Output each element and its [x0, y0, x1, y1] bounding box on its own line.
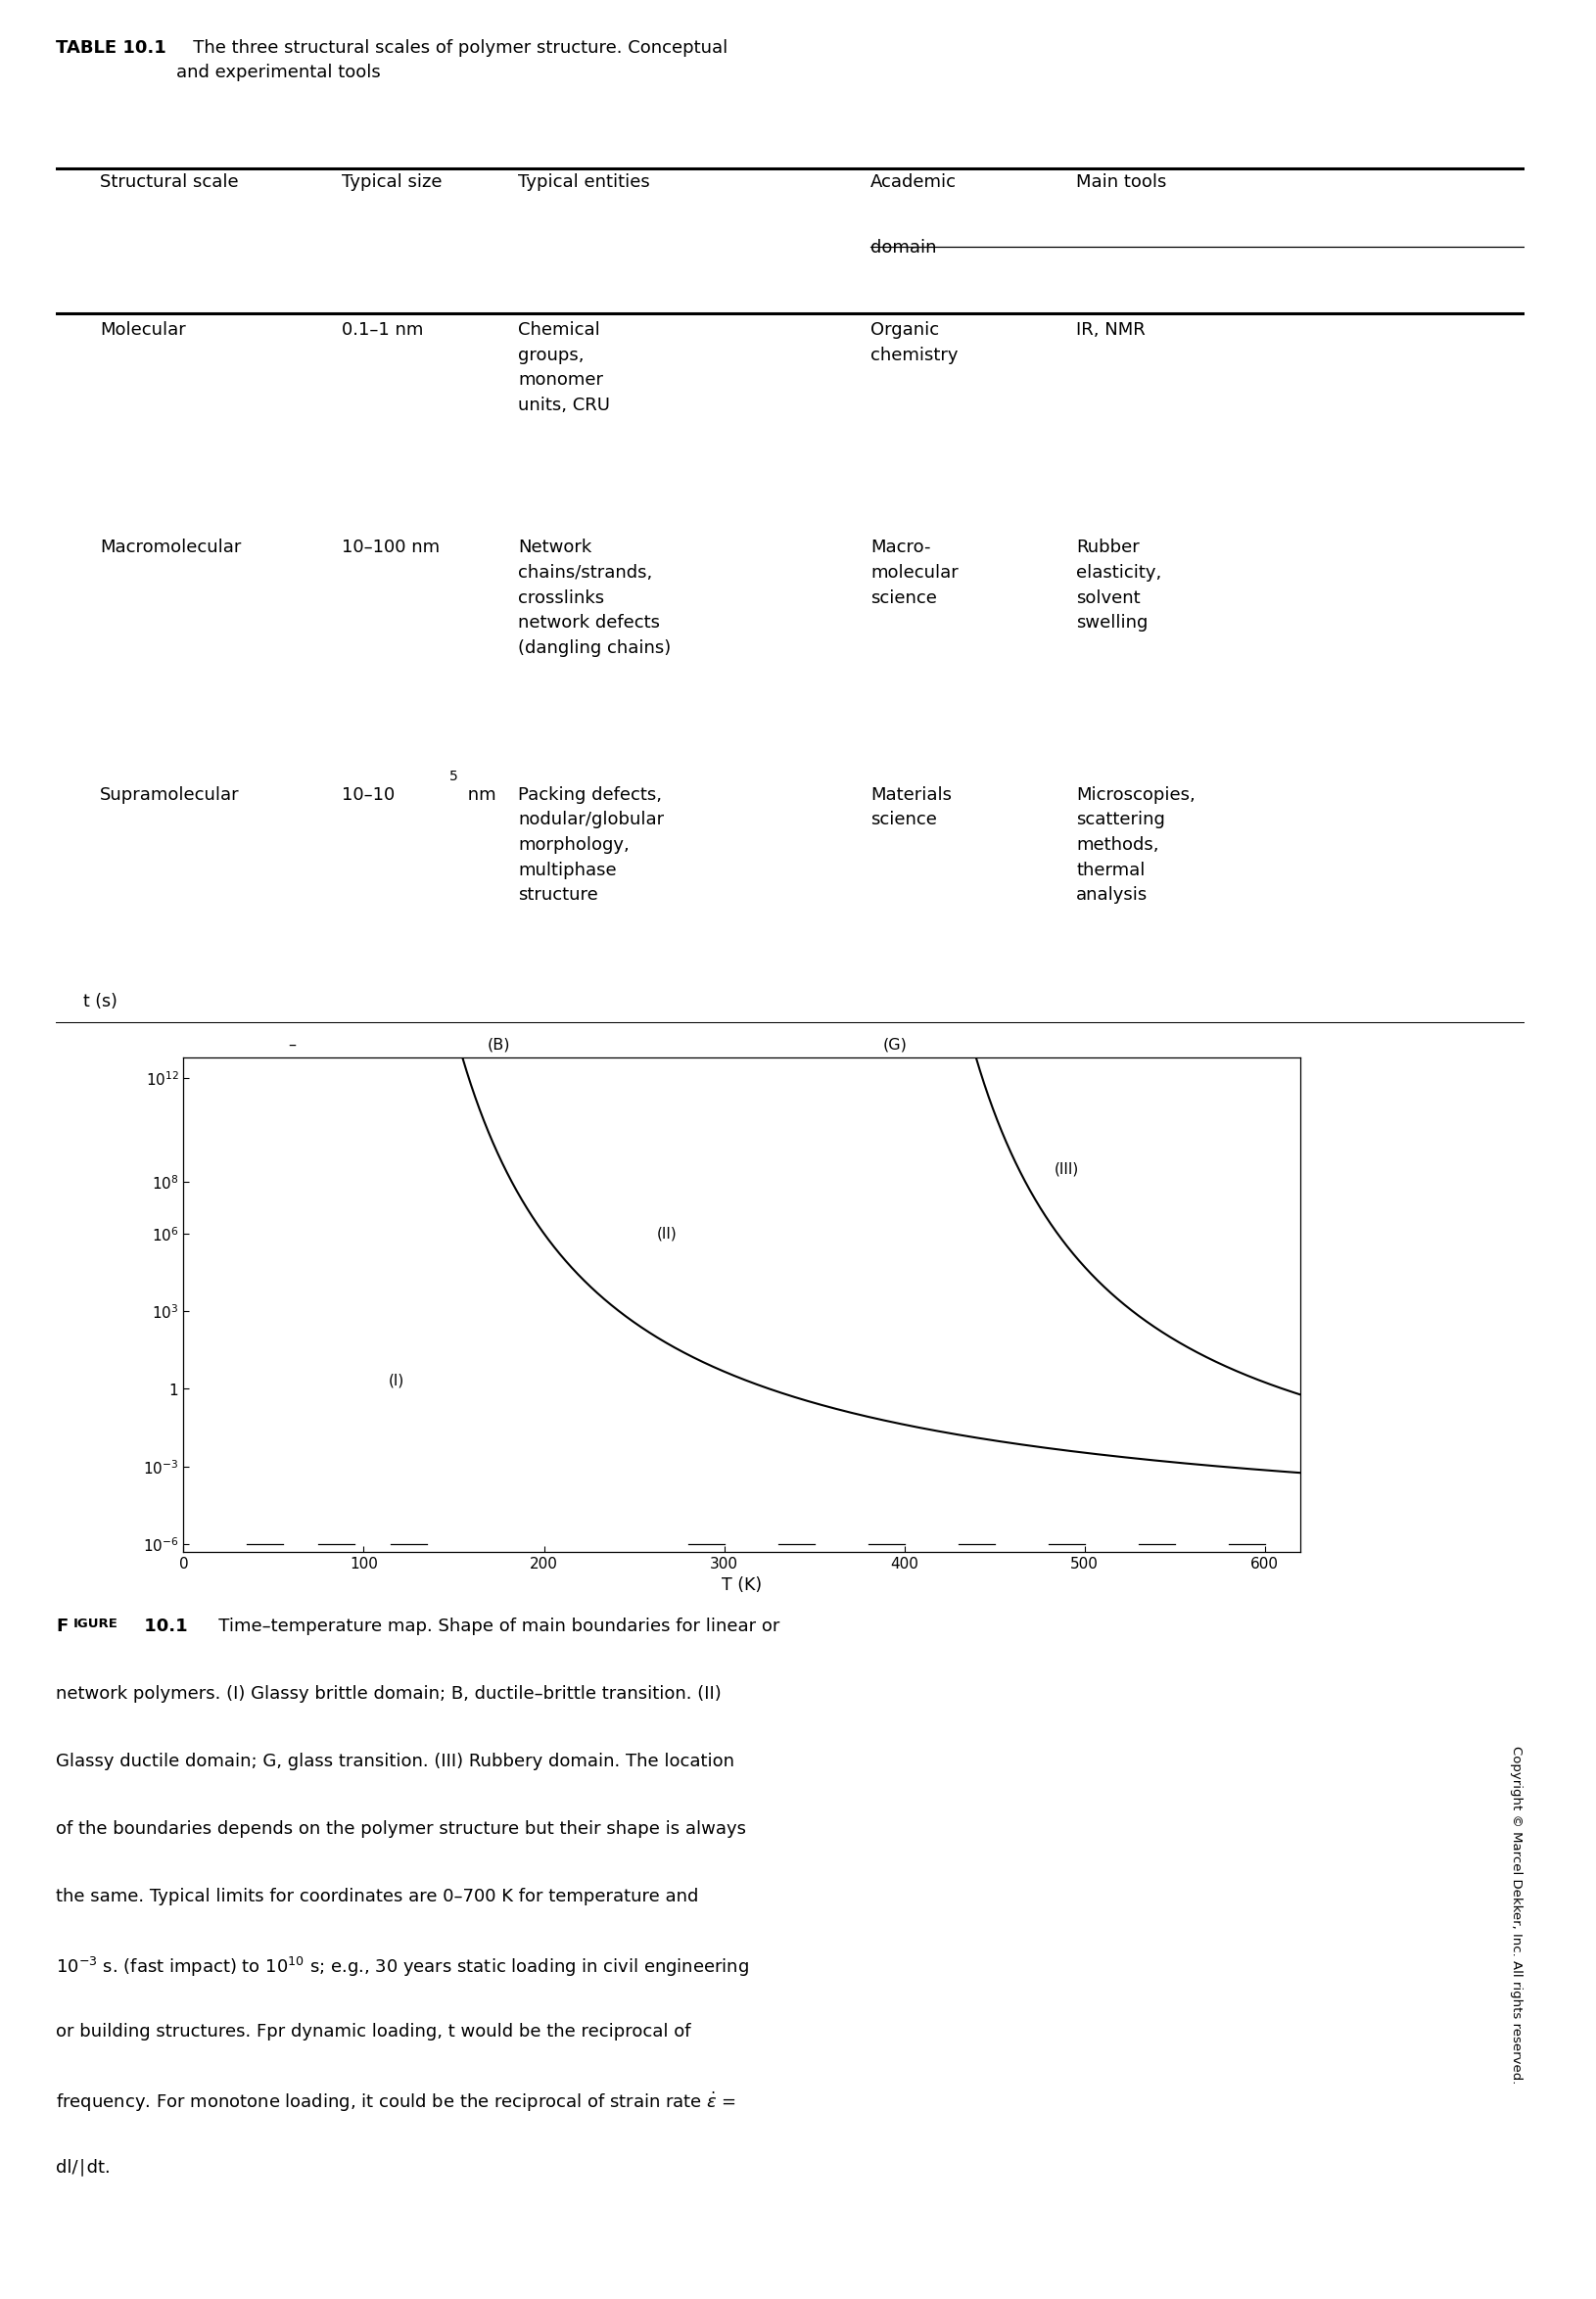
Text: –: –	[287, 1037, 295, 1053]
Text: Network
chains/strands,
crosslinks
network defects
(dangling chains): Network chains/strands, crosslinks netwo…	[519, 538, 672, 658]
Text: Typical entities: Typical entities	[519, 172, 650, 191]
Text: Academic: Academic	[871, 172, 958, 191]
Text: Time–temperature map. Shape of main boundaries for linear or: Time–temperature map. Shape of main boun…	[201, 1616, 780, 1635]
Text: Macro-
molecular
science: Macro- molecular science	[871, 538, 959, 607]
Text: Packing defects,
nodular/globular
morphology,
multiphase
structure: Packing defects, nodular/globular morpho…	[519, 786, 664, 904]
Text: nm: nm	[463, 786, 496, 802]
Text: network polymers. (I) Glassy brittle domain; B, ductile–brittle transition. (II): network polymers. (I) Glassy brittle dom…	[56, 1685, 721, 1701]
Text: Microscopies,
scattering
methods,
thermal
analysis: Microscopies, scattering methods, therma…	[1076, 786, 1195, 904]
Text: The three structural scales of polymer structure. Conceptual
and experimental to: The three structural scales of polymer s…	[176, 39, 728, 80]
Text: Supramolecular: Supramolecular	[101, 786, 239, 802]
Text: the same. Typical limits for coordinates are 0–700 K for temperature and: the same. Typical limits for coordinates…	[56, 1887, 699, 1906]
Text: Structural scale: Structural scale	[101, 172, 238, 191]
Text: 10.1: 10.1	[137, 1616, 187, 1635]
Text: frequency. For monotone loading, it could be the reciprocal of strain rate $\dot: frequency. For monotone loading, it coul…	[56, 2090, 736, 2115]
Text: 5: 5	[450, 770, 458, 784]
Text: Chemical
groups,
monomer
units, CRU: Chemical groups, monomer units, CRU	[519, 322, 610, 414]
Text: Macromolecular: Macromolecular	[101, 538, 241, 556]
Text: IGURE: IGURE	[73, 1616, 118, 1630]
Text: Glassy ductile domain; G, glass transition. (III) Rubbery domain. The location: Glassy ductile domain; G, glass transiti…	[56, 1752, 734, 1770]
Text: 10–100 nm: 10–100 nm	[342, 538, 440, 556]
Text: dl/∣dt.: dl/∣dt.	[56, 2159, 110, 2175]
Text: 10–10: 10–10	[342, 786, 396, 802]
Text: TABLE 10.1: TABLE 10.1	[56, 39, 166, 57]
Text: (II): (II)	[656, 1225, 677, 1241]
Text: Molecular: Molecular	[101, 322, 185, 338]
Text: Typical size: Typical size	[342, 172, 442, 191]
Text: F: F	[56, 1616, 69, 1635]
Text: (I): (I)	[388, 1375, 404, 1389]
Text: domain: domain	[871, 239, 937, 257]
Text: of the boundaries depends on the polymer structure but their shape is always: of the boundaries depends on the polymer…	[56, 1821, 747, 1837]
Text: Materials
science: Materials science	[871, 786, 953, 828]
Text: (B): (B)	[487, 1037, 511, 1053]
Text: Rubber
elasticity,
solvent
swelling: Rubber elasticity, solvent swelling	[1076, 538, 1162, 632]
Text: Organic
chemistry: Organic chemistry	[871, 322, 959, 363]
Text: (G): (G)	[883, 1037, 908, 1053]
Text: (III): (III)	[1053, 1161, 1079, 1177]
Text: 0.1–1 nm: 0.1–1 nm	[342, 322, 425, 338]
Text: Main tools: Main tools	[1076, 172, 1167, 191]
Text: IR, NMR: IR, NMR	[1076, 322, 1146, 338]
X-axis label: T (K): T (K)	[721, 1577, 763, 1593]
Text: Copyright © Marcel Dekker, Inc. All rights reserved.: Copyright © Marcel Dekker, Inc. All righ…	[1510, 1745, 1523, 2083]
Text: t (s): t (s)	[83, 993, 117, 1012]
Text: $10^{-3}$ s. (fast impact) to $10^{10}$ s; e.g., 30 years static loading in civi: $10^{-3}$ s. (fast impact) to $10^{10}$ …	[56, 1954, 749, 1979]
Text: or building structures. Fpr dynamic loading, t would be the reciprocal of: or building structures. Fpr dynamic load…	[56, 2023, 691, 2039]
